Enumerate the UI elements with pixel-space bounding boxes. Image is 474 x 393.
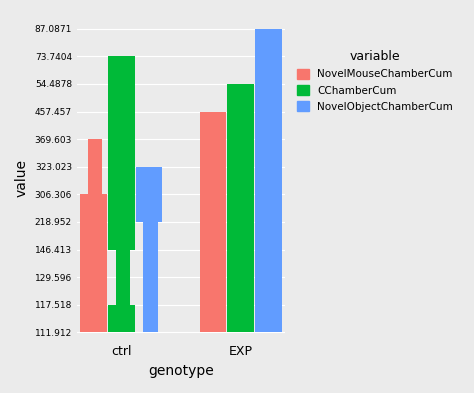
Bar	[108, 305, 135, 332]
Bar	[88, 139, 102, 195]
Bar	[143, 222, 158, 332]
Bar	[200, 112, 226, 332]
Bar	[228, 84, 254, 332]
Bar	[136, 167, 163, 222]
Y-axis label: value: value	[15, 159, 29, 197]
Bar	[81, 195, 107, 332]
Bar	[108, 56, 135, 250]
Bar	[255, 29, 282, 332]
Legend: NovelMouseChamberCum, CChamberCum, NovelObjectChamberCum: NovelMouseChamberCum, CChamberCum, Novel…	[292, 46, 457, 116]
X-axis label: genotype: genotype	[148, 364, 214, 378]
Bar	[116, 250, 130, 305]
